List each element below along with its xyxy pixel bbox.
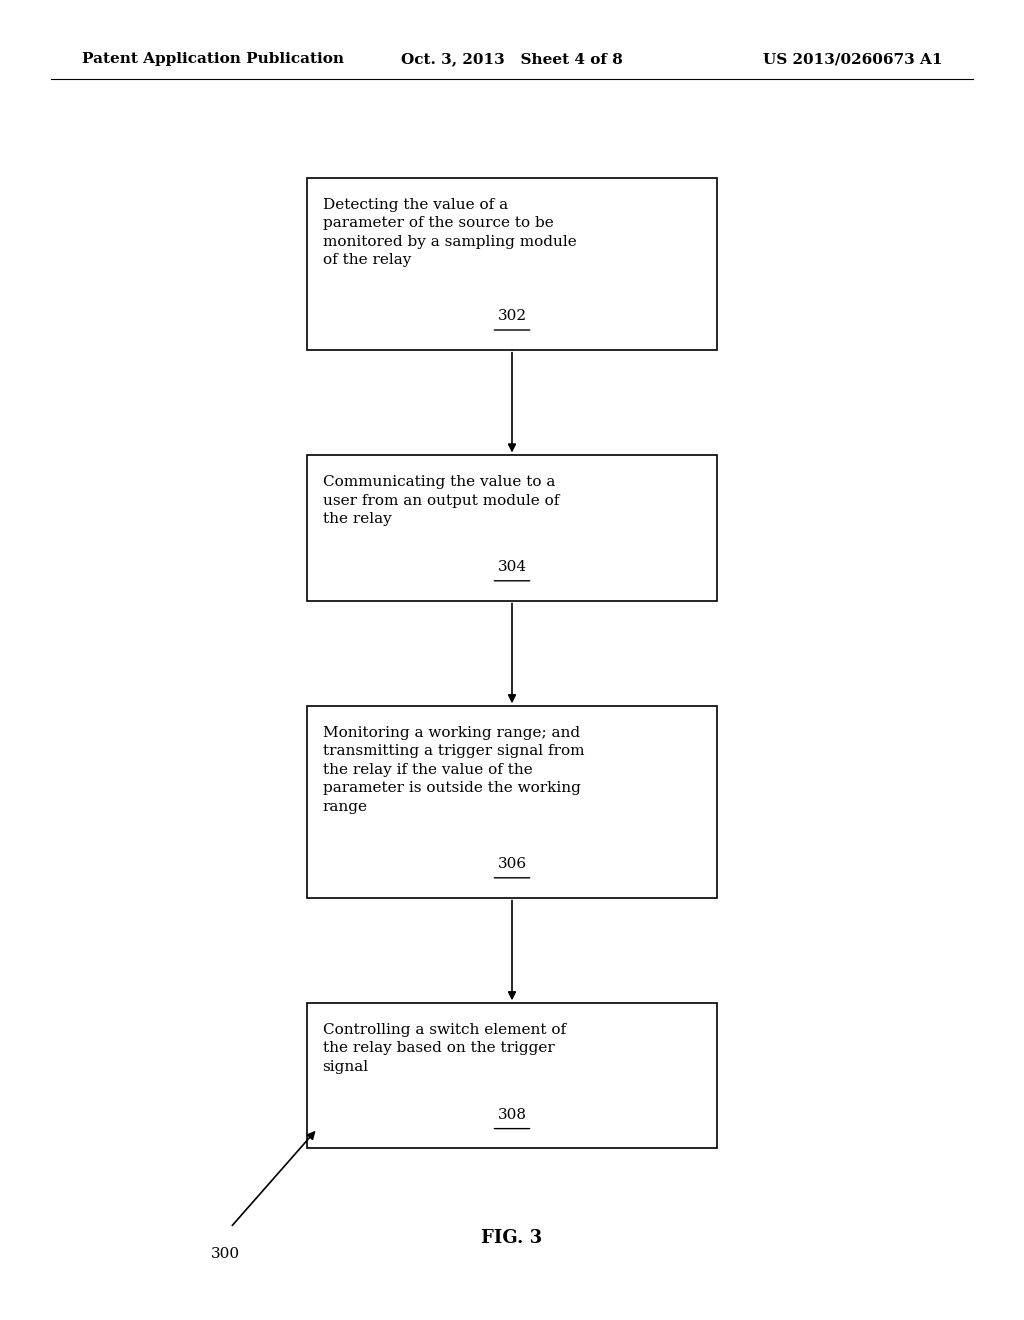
Text: US 2013/0260673 A1: US 2013/0260673 A1 <box>763 53 942 66</box>
FancyBboxPatch shape <box>307 178 717 350</box>
Text: Detecting the value of a
parameter of the source to be
monitored by a sampling m: Detecting the value of a parameter of th… <box>323 198 577 267</box>
Text: Oct. 3, 2013   Sheet 4 of 8: Oct. 3, 2013 Sheet 4 of 8 <box>401 53 623 66</box>
Text: 306: 306 <box>498 857 526 871</box>
FancyBboxPatch shape <box>307 1003 717 1148</box>
Text: Patent Application Publication: Patent Application Publication <box>82 53 344 66</box>
Text: Controlling a switch element of
the relay based on the trigger
signal: Controlling a switch element of the rela… <box>323 1023 565 1073</box>
Text: 300: 300 <box>211 1247 240 1262</box>
Text: 302: 302 <box>498 309 526 323</box>
FancyBboxPatch shape <box>307 706 717 898</box>
Text: Communicating the value to a
user from an output module of
the relay: Communicating the value to a user from a… <box>323 475 559 525</box>
Text: 308: 308 <box>498 1107 526 1122</box>
Text: 304: 304 <box>498 560 526 574</box>
Text: Monitoring a working range; and
transmitting a trigger signal from
the relay if : Monitoring a working range; and transmit… <box>323 726 584 813</box>
Text: FIG. 3: FIG. 3 <box>481 1229 543 1247</box>
FancyBboxPatch shape <box>307 455 717 601</box>
